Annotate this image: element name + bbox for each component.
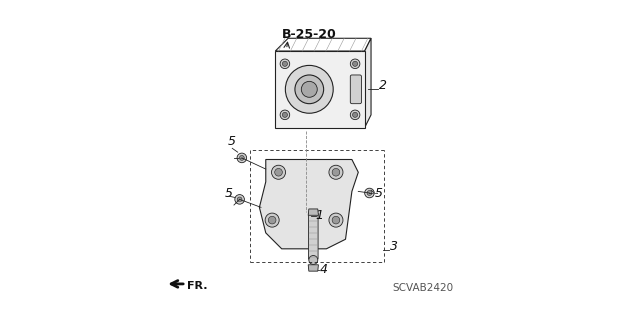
Circle shape bbox=[271, 165, 285, 179]
Polygon shape bbox=[365, 38, 371, 128]
Circle shape bbox=[353, 61, 358, 66]
Circle shape bbox=[282, 112, 287, 117]
Circle shape bbox=[295, 75, 324, 104]
Circle shape bbox=[329, 213, 343, 227]
Text: 3: 3 bbox=[390, 241, 397, 253]
Text: 5: 5 bbox=[375, 187, 383, 200]
Circle shape bbox=[280, 59, 290, 69]
Polygon shape bbox=[275, 51, 365, 128]
Text: 4: 4 bbox=[320, 263, 328, 276]
Circle shape bbox=[235, 195, 244, 204]
Circle shape bbox=[367, 190, 372, 195]
Text: FR.: FR. bbox=[187, 280, 207, 291]
Circle shape bbox=[237, 153, 246, 163]
Text: 5: 5 bbox=[224, 187, 232, 200]
Circle shape bbox=[350, 59, 360, 69]
Circle shape bbox=[285, 65, 333, 113]
Circle shape bbox=[332, 216, 340, 224]
Circle shape bbox=[332, 168, 340, 176]
FancyBboxPatch shape bbox=[308, 213, 318, 259]
Polygon shape bbox=[308, 265, 319, 271]
Text: SCVAB2420: SCVAB2420 bbox=[393, 284, 454, 293]
Circle shape bbox=[268, 216, 276, 224]
Circle shape bbox=[365, 188, 374, 198]
Circle shape bbox=[280, 110, 290, 120]
Polygon shape bbox=[308, 209, 319, 215]
Circle shape bbox=[239, 155, 244, 160]
Circle shape bbox=[275, 168, 282, 176]
FancyBboxPatch shape bbox=[350, 75, 362, 104]
Circle shape bbox=[237, 197, 242, 202]
Text: 2: 2 bbox=[379, 79, 387, 92]
Circle shape bbox=[301, 81, 317, 97]
Circle shape bbox=[350, 110, 360, 120]
Text: B-25-20: B-25-20 bbox=[282, 28, 337, 41]
Circle shape bbox=[329, 165, 343, 179]
Polygon shape bbox=[259, 160, 358, 249]
Circle shape bbox=[353, 112, 358, 117]
Text: 5: 5 bbox=[227, 135, 236, 148]
Text: 1: 1 bbox=[316, 209, 324, 221]
Circle shape bbox=[309, 256, 318, 264]
Circle shape bbox=[265, 213, 279, 227]
Circle shape bbox=[282, 61, 287, 66]
